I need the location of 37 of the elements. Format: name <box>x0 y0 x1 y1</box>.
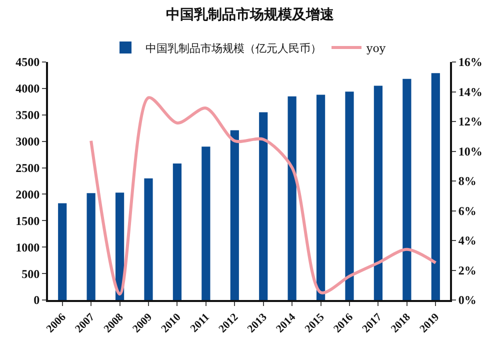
y2-tick-label: 2% <box>458 263 476 278</box>
bar <box>316 94 326 300</box>
y-tick-label: 4000 <box>16 82 40 96</box>
bar <box>374 86 383 300</box>
bar <box>58 203 67 300</box>
bar <box>402 78 412 300</box>
bar <box>86 193 96 300</box>
y2-tick-label: 0% <box>458 293 476 308</box>
y-tick-label: 2000 <box>16 187 40 202</box>
bar <box>144 178 153 300</box>
y-tick-label: 3000 <box>16 134 40 149</box>
bar <box>230 130 239 300</box>
y2-tick-label: 10% <box>458 144 482 158</box>
y-tick-label: 1000 <box>16 240 40 254</box>
y-tick-label: 2500 <box>16 160 40 175</box>
y-tick-label: 500 <box>22 266 40 281</box>
y2-tick-label: 16% <box>458 55 482 70</box>
y-tick-label: 0 <box>34 293 40 308</box>
bar <box>431 73 440 300</box>
chart-title: 中国乳制品市场规模及增速 <box>166 6 335 23</box>
legend-label: 中国乳制品市场规模（亿元人民币） <box>146 42 322 55</box>
y2-tick-label: 12% <box>458 114 482 129</box>
bar <box>172 164 182 300</box>
bar <box>259 112 268 300</box>
y-tick-label: 4500 <box>16 55 40 70</box>
y2-tick-label: 8% <box>458 174 476 188</box>
bar <box>288 96 296 300</box>
y-tick-label: 1500 <box>16 214 40 228</box>
bar <box>345 92 354 300</box>
y2-tick-label: 14% <box>458 84 482 99</box>
line-series <box>90 96 438 296</box>
y2-tick-label: 6% <box>458 204 476 218</box>
y2-tick-label: 4% <box>458 234 476 248</box>
y-tick-label: 3500 <box>16 108 40 122</box>
bar <box>202 146 210 300</box>
legend-label: yoy <box>366 42 386 55</box>
bar <box>115 192 124 300</box>
